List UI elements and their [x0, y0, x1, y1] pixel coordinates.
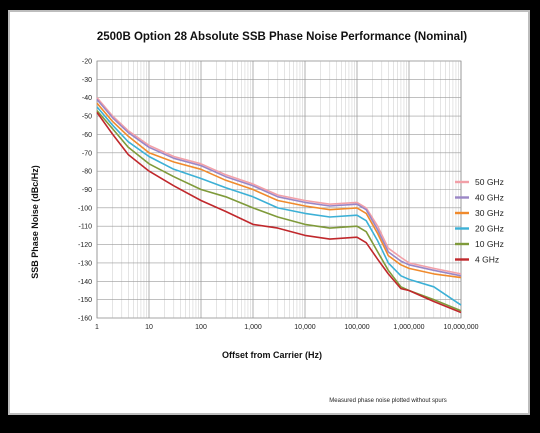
x-tick-label: 100: [195, 324, 207, 331]
y-tick-label: -160: [78, 316, 92, 323]
y-tick-label: -110: [79, 224, 93, 231]
legend-label-4-ghz: 4 GHz: [475, 255, 499, 265]
legend-label-10-ghz: 10 GHz: [475, 239, 504, 249]
x-tick-label: 1: [95, 324, 99, 331]
y-tick-label: -140: [78, 279, 92, 286]
y-tick-label: -50: [82, 114, 92, 121]
x-tick-label: 1,000,000: [393, 324, 424, 331]
axes: -20 -30 -40 -50 -60 -70 -80 -90 -100 -110 -120 -130…: [78, 59, 479, 332]
series-line-30-ghz: [96, 102, 462, 279]
x-axis-label: Offset from Carrier (Hz): [222, 350, 322, 360]
legend-label-20-ghz: 20 GHz: [475, 224, 504, 234]
footnote: Measured phase noise plotted without spu…: [329, 398, 446, 404]
x-tick-label: 10,000,000: [443, 324, 478, 331]
y-tick-label: -40: [82, 95, 92, 102]
x-tick-label: 100,000: [344, 324, 369, 331]
y-axis-label: SSB Phase Noise (dBc/Hz): [30, 165, 40, 279]
y-tick-label: -100: [78, 205, 92, 212]
grid: [96, 60, 462, 319]
series-line-4-ghz: [96, 111, 462, 314]
y-tick-label: -60: [82, 132, 92, 139]
series-line-40-ghz: [96, 98, 462, 277]
y-tick-label: -90: [82, 187, 92, 194]
y-tick-label: -150: [78, 297, 92, 304]
chart-title: 2500B Option 28 Absolute SSB Phase Noise…: [97, 31, 467, 43]
x-tick-label: 1,000: [244, 324, 262, 331]
series-line-50-ghz: [96, 97, 462, 275]
legend: 50 GHz 40 GHz 30 GHz 20 GHz 10 GHz 4 GHz: [455, 177, 504, 265]
y-tick-label: -130: [78, 260, 92, 267]
y-tick-label: -30: [82, 77, 92, 84]
legend-label-50-ghz: 50 GHz: [475, 177, 504, 187]
y-tick-label: -70: [82, 150, 92, 157]
legend-label-30-ghz: 30 GHz: [475, 208, 504, 218]
y-tick-label: -80: [82, 169, 92, 176]
series-line-20-ghz: [96, 106, 462, 306]
series-line-10-ghz: [96, 110, 462, 312]
x-tick-label: 10,000: [294, 324, 316, 331]
y-tick-label: -120: [78, 242, 92, 249]
y-tick-label: -20: [82, 59, 92, 66]
legend-label-40-ghz: 40 GHz: [475, 193, 504, 203]
series-lines: [96, 97, 462, 314]
x-tick-label: 10: [145, 324, 153, 331]
corner-tag: 52BB: [12, 14, 45, 27]
